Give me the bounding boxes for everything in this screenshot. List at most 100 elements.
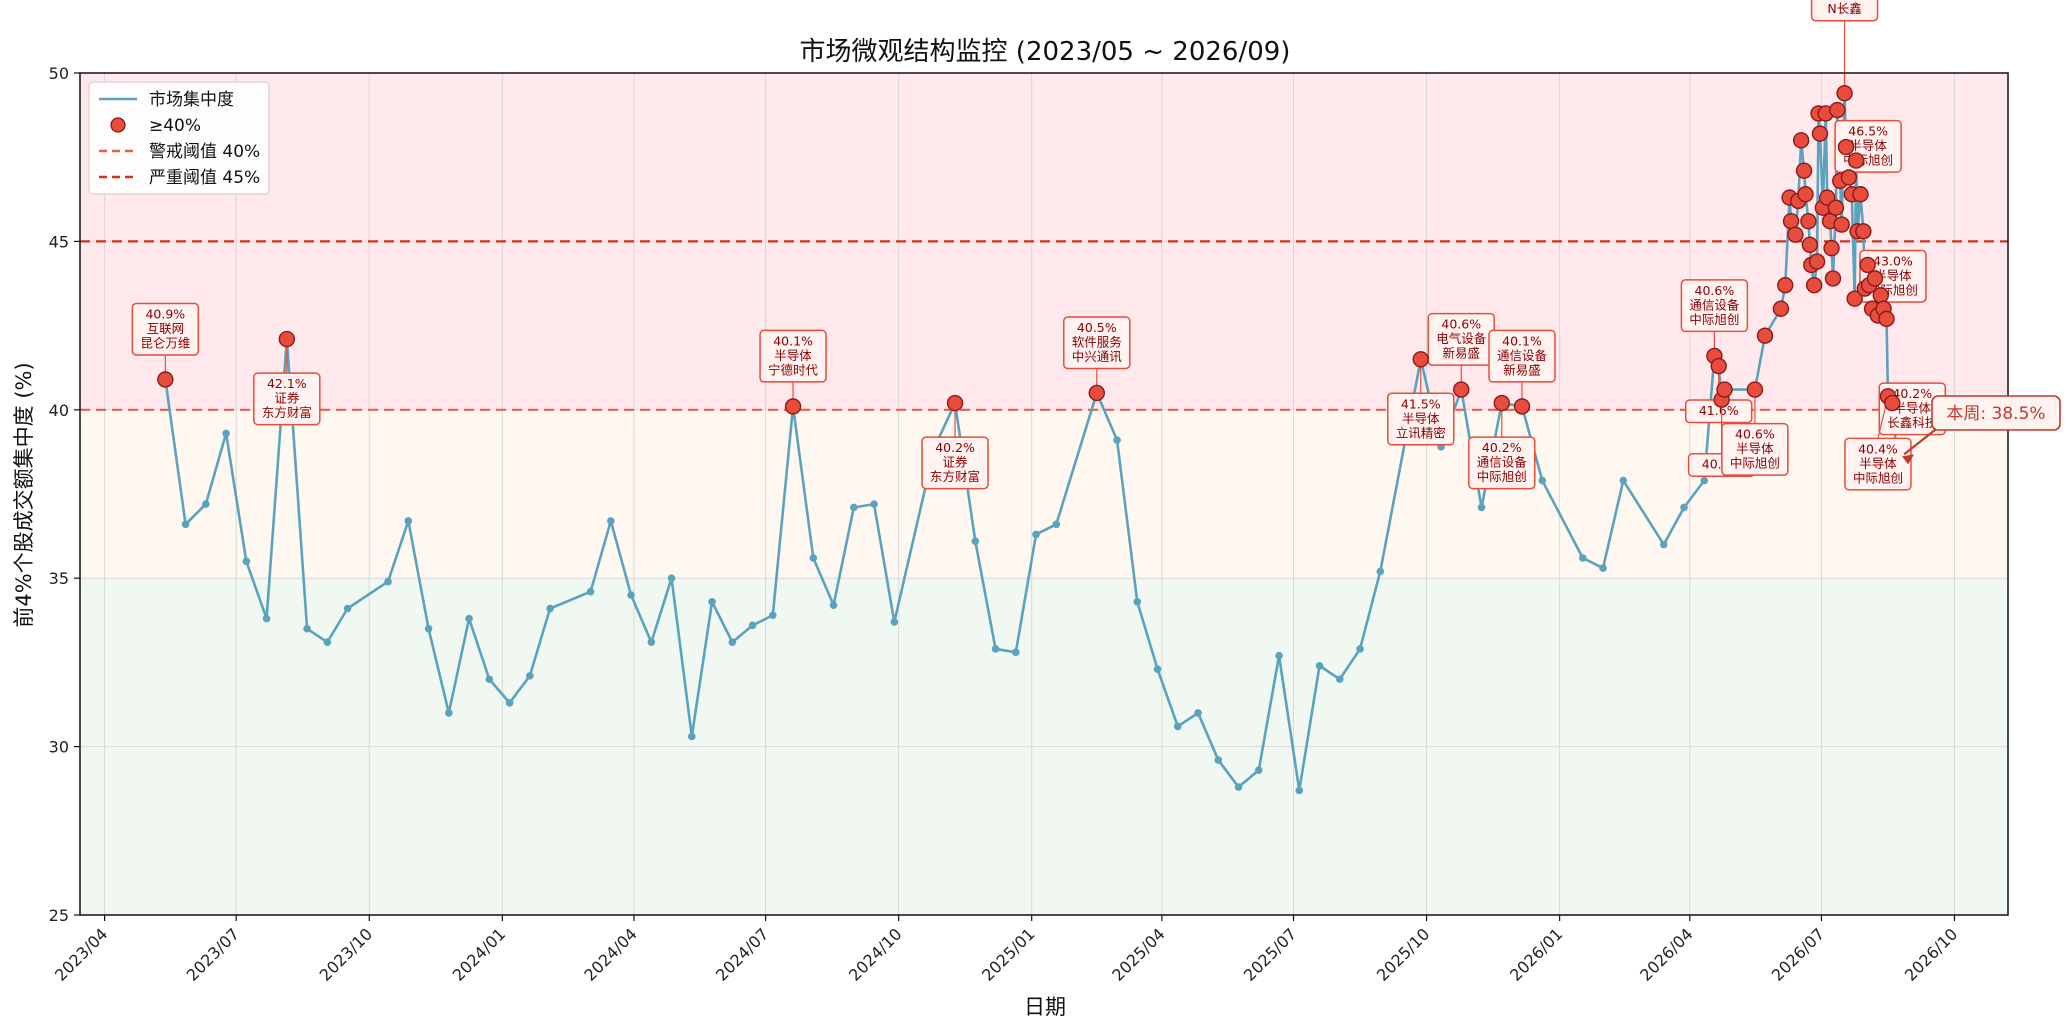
- annotation-box: [1721, 422, 1789, 476]
- y-tick-label: 30: [49, 738, 69, 757]
- annotation-text: 40.2%: [1892, 386, 1932, 401]
- annotation-text: 41.6%: [1699, 403, 1739, 418]
- annotation-text: 中际旭创: [1853, 470, 1903, 485]
- x-tick-label: 2025/01: [978, 924, 1038, 984]
- series-point: [1315, 661, 1324, 670]
- series-point: [546, 604, 554, 613]
- series-point: [202, 500, 210, 508]
- series-point: [991, 645, 1000, 653]
- highlight-marker: [1859, 256, 1876, 274]
- annotation-text: 43.0%: [1873, 253, 1913, 268]
- series-point: [1234, 783, 1243, 791]
- annotation-text: 中际旭创: [1689, 312, 1739, 327]
- x-tick-label: 2024/04: [580, 924, 640, 984]
- x-tick-label: 2023/07: [183, 924, 243, 984]
- highlight-marker: [1772, 300, 1790, 317]
- highlight-marker: [1710, 357, 1727, 375]
- highlight-marker: [1878, 310, 1895, 328]
- annotation-text: 中兴通讯: [1072, 349, 1123, 364]
- series-point: [870, 500, 878, 508]
- annotation-text: 半导体: [1826, 0, 1864, 2]
- legend-swatch-marker: [110, 117, 126, 133]
- highlight-marker: [1824, 270, 1842, 287]
- series-point: [1032, 530, 1040, 539]
- series-point: [1153, 665, 1162, 673]
- highlight-marker: [1855, 223, 1872, 240]
- annotation-text: 证券: [943, 455, 969, 470]
- annotation-text: 半导体: [1849, 138, 1887, 153]
- series-point: [850, 503, 858, 512]
- highlight-marker: [1453, 381, 1470, 398]
- highlight-marker: [1840, 169, 1858, 186]
- annotation-box: [1468, 436, 1536, 490]
- series-point: [1578, 554, 1587, 562]
- series-point: [465, 614, 473, 623]
- y-tick-label: 35: [49, 569, 69, 588]
- annotation-text: 长鑫科技: [1887, 415, 1938, 430]
- annotation-text: 新易盛: [1503, 362, 1541, 377]
- legend: 市场集中度 ≥40% 警戒阈值 40% 严重阈值 45%: [88, 81, 270, 195]
- x-tick-label: 2023/10: [316, 924, 376, 984]
- y-tick-label: 45: [49, 232, 69, 251]
- series-point: [445, 709, 453, 717]
- highlight-marker: [278, 330, 296, 348]
- series-point: [1214, 756, 1223, 764]
- highlight-marker: [1833, 216, 1850, 233]
- annotation-text: 昆仑万维: [140, 335, 190, 350]
- annotation-box: [1810, 0, 1879, 22]
- y-tick-label: 25: [49, 906, 69, 925]
- legend-label: 警戒阈值 40%: [149, 142, 260, 162]
- x-tick-label: 2026/07: [1768, 924, 1828, 984]
- series-point: [1599, 564, 1607, 572]
- series-point: [1052, 520, 1061, 529]
- series-point: [1173, 722, 1182, 731]
- series-point: [1659, 540, 1668, 549]
- x-tick-label: 2025/07: [1240, 924, 1300, 984]
- annotation-box: [1680, 279, 1749, 333]
- annotation-text: 新易盛: [1443, 346, 1481, 361]
- annotation-box: [759, 329, 827, 383]
- series-point: [1275, 651, 1283, 660]
- highlight-marker: [1846, 290, 1863, 307]
- current-box: [1931, 395, 2061, 431]
- highlight-marker: [1837, 138, 1855, 156]
- annotation-text: 软件服务: [1072, 334, 1122, 349]
- series-point: [769, 611, 777, 620]
- annotation-text: 东方财富: [262, 405, 312, 420]
- series-point: [526, 672, 534, 680]
- series-point: [1700, 476, 1709, 485]
- highlight-marker: [1801, 236, 1819, 253]
- series-point: [748, 621, 757, 630]
- series-point: [1254, 766, 1263, 774]
- annotation: 41.6%: [1684, 366, 1753, 424]
- highlight-marker: [1805, 276, 1823, 294]
- y-tick-label: 40: [49, 401, 69, 420]
- series-point: [1113, 436, 1121, 444]
- plot-frame: [79, 72, 2009, 916]
- annotation-text: 互联网: [147, 321, 185, 336]
- series-point: [1295, 786, 1304, 795]
- highlight-marker: [1088, 384, 1105, 402]
- highlight-marker: [1866, 270, 1884, 287]
- annotation-text: 40.1%: [1502, 333, 1542, 348]
- series-point: [404, 517, 413, 525]
- series-point: [809, 554, 818, 562]
- series-point: [1194, 709, 1202, 717]
- highlight-marker: [1493, 394, 1510, 412]
- series-point: [485, 675, 494, 684]
- highlight-marker: [157, 371, 174, 388]
- series-point: [1335, 675, 1344, 684]
- annotation-text: 通信设备: [1497, 348, 1548, 363]
- x-tick-label: 2025/04: [1108, 924, 1168, 984]
- series-point: [688, 732, 696, 741]
- annotation-text: 40.2%: [935, 440, 975, 455]
- annotation-text: 40.6%: [1735, 427, 1775, 442]
- highlight-marker: [1412, 351, 1429, 368]
